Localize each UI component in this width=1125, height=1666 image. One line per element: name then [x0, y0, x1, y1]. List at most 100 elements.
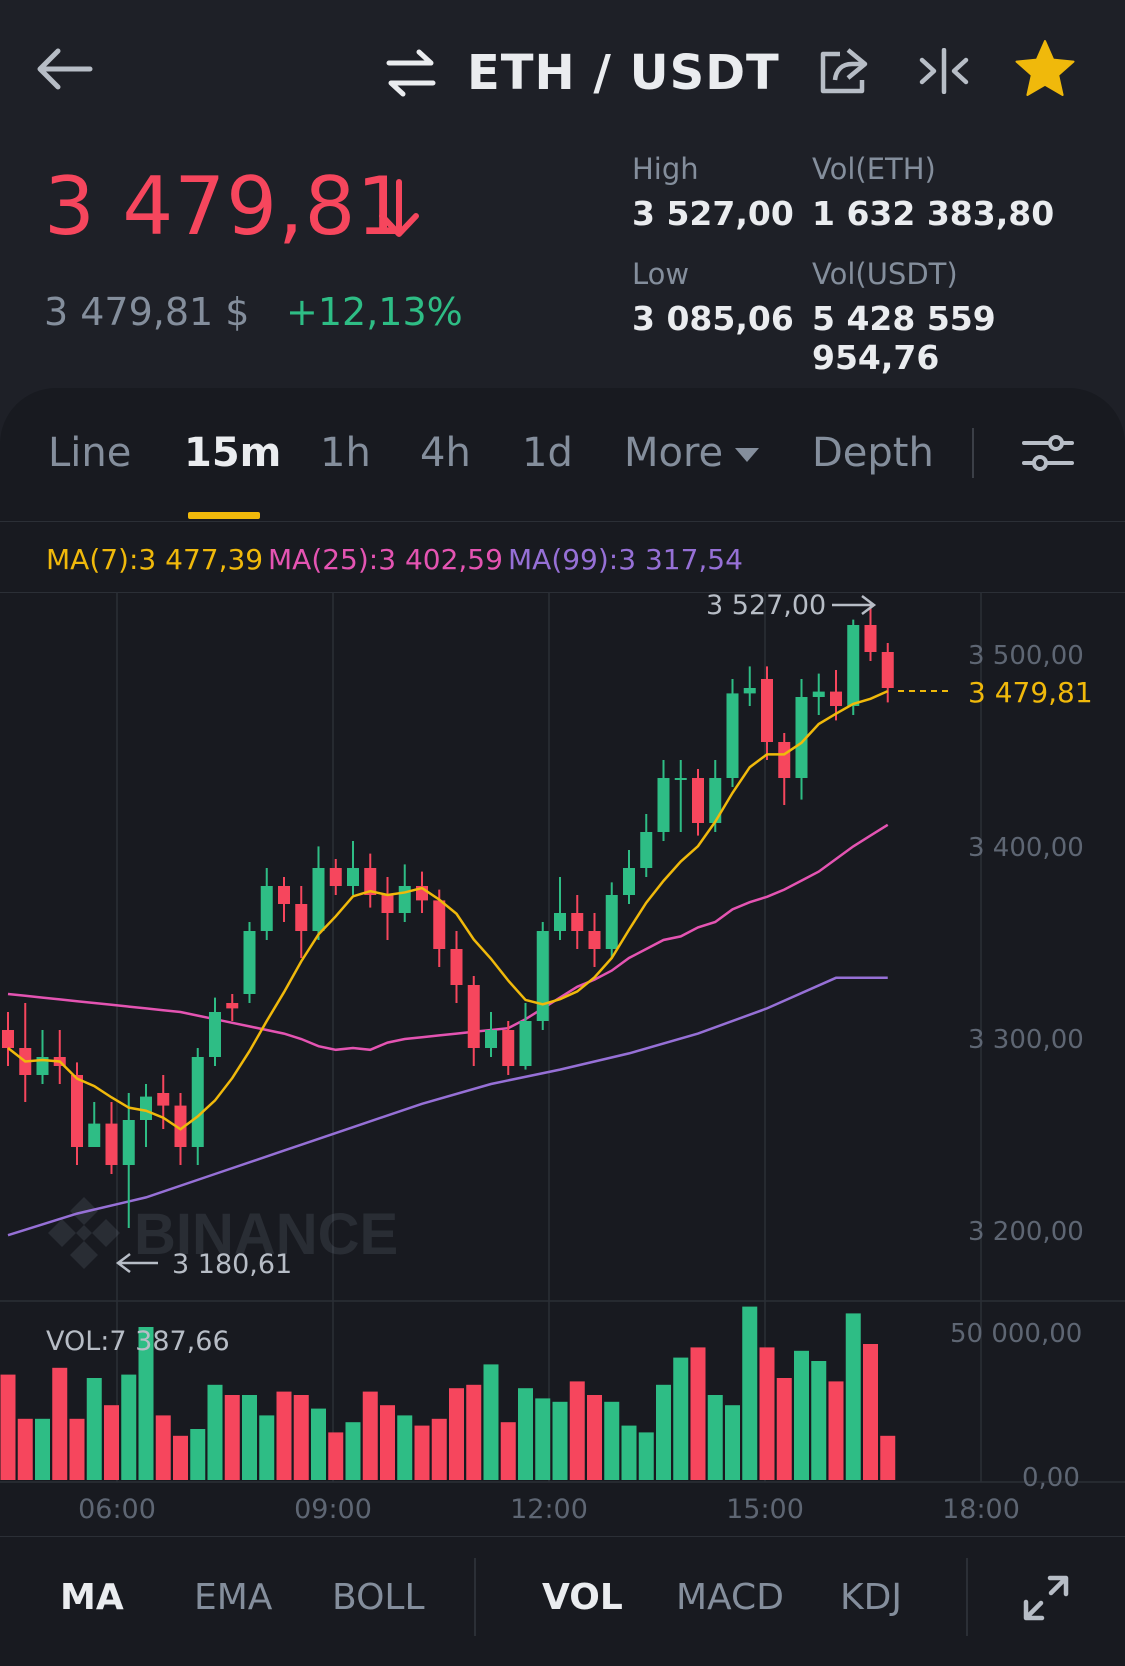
candle-body [519, 1021, 532, 1066]
volume-bar [604, 1401, 620, 1480]
candle [485, 1012, 497, 1057]
high-value: 3 527,00 [632, 194, 794, 233]
candle-body [105, 1123, 118, 1165]
candle [2, 1012, 14, 1066]
tab-4h[interactable]: 4h [420, 430, 471, 476]
volume-bar [173, 1435, 188, 1480]
candle-body [450, 949, 463, 985]
candle-body [467, 985, 480, 1048]
vol-base-value: 1 632 383,80 [812, 194, 1055, 233]
candle [260, 868, 273, 940]
volume-bar [121, 1374, 137, 1480]
chart-settings-icon[interactable] [1022, 432, 1074, 474]
candle [226, 994, 239, 1021]
candle-body [743, 688, 756, 694]
swap-icon [386, 49, 436, 97]
candle [157, 1075, 170, 1129]
volume-bar [86, 1378, 102, 1480]
candle-body [260, 886, 273, 931]
candle-body [485, 1030, 497, 1048]
volume-bar [535, 1398, 551, 1480]
volume-bar [104, 1405, 119, 1480]
tab-1d[interactable]: 1d [522, 430, 573, 476]
pair-title: ETH / USDT [467, 45, 780, 101]
favorite-star-icon[interactable] [1014, 38, 1076, 100]
pair-selector[interactable]: ETH / USDT [385, 38, 780, 108]
volume-bar [811, 1361, 827, 1480]
candle-body [881, 652, 894, 688]
tab-line[interactable]: Line [48, 430, 132, 476]
candles [2, 603, 894, 1228]
volume-bar [638, 1432, 654, 1480]
volume-bar [362, 1391, 378, 1480]
candle-body [864, 625, 877, 652]
volume-bar [880, 1435, 896, 1480]
volume-bar [449, 1388, 464, 1480]
candle [243, 922, 256, 1003]
volume-bar [776, 1378, 792, 1480]
candle [554, 877, 566, 940]
indicator-macd[interactable]: MACD [676, 1577, 784, 1618]
candle [795, 679, 808, 800]
fullscreen-expand-icon[interactable] [1022, 1574, 1070, 1622]
binance-watermark: BINANCE [48, 1197, 398, 1269]
back-arrow-icon[interactable] [34, 44, 94, 94]
candle [122, 1093, 135, 1228]
indicator-ema[interactable]: EMA [194, 1577, 273, 1618]
volume-bar [414, 1425, 430, 1480]
candle-body [433, 900, 446, 949]
candle-body [778, 742, 791, 778]
volume-bars [0, 1306, 896, 1480]
candle-body [209, 1012, 221, 1057]
high-label: High [632, 152, 699, 186]
candle-body [243, 931, 256, 994]
candle [864, 603, 877, 661]
candle [588, 913, 601, 967]
indicator-boll[interactable]: BOLL [332, 1577, 425, 1618]
candle [209, 997, 221, 1066]
x-tick-1200: 12:00 [510, 1494, 588, 1525]
candle [640, 814, 653, 877]
indicator-vol[interactable]: VOL [542, 1577, 623, 1618]
indicator-kdj[interactable]: KDJ [840, 1577, 902, 1618]
grid-lines [0, 592, 1125, 1483]
volume-bar [138, 1327, 154, 1480]
candle-body [140, 1096, 152, 1120]
vol-tick-zero: 0,00 [1022, 1463, 1080, 1493]
tab-15m[interactable]: 15m [184, 430, 282, 476]
volume-bar [466, 1384, 482, 1480]
candle-body [692, 778, 704, 823]
candle [571, 895, 584, 949]
compare-icon[interactable] [918, 48, 970, 94]
share-icon[interactable] [818, 44, 870, 96]
candle [778, 733, 791, 805]
last-price: 3 479,81 [44, 160, 409, 253]
volume-bar [242, 1395, 257, 1480]
candle-body [536, 931, 549, 1021]
candle [105, 1102, 118, 1174]
volume-bar [828, 1381, 844, 1480]
candle [847, 619, 860, 715]
volume-bar [207, 1384, 223, 1480]
candle-body [364, 868, 377, 895]
volume-bar [0, 1374, 16, 1480]
candle [674, 760, 687, 832]
candle [140, 1084, 152, 1147]
tab-1h[interactable]: 1h [320, 430, 371, 476]
indicator-bar [0, 1536, 1125, 1666]
volume-bar [190, 1429, 206, 1480]
low-price-marker: 3 180,61 [115, 1249, 292, 1280]
candle-body [502, 1030, 515, 1066]
x-tick-0900: 09:00 [294, 1494, 372, 1525]
candle-body [588, 931, 601, 949]
volume-bar [794, 1350, 809, 1480]
indicator-ma[interactable]: MA [60, 1577, 124, 1618]
ma25-path [7, 823, 889, 1052]
tab-more[interactable]: More [624, 430, 724, 476]
volume-bar [656, 1384, 671, 1480]
volume-bar [690, 1347, 706, 1480]
volume-bar [483, 1364, 499, 1480]
candle [502, 1021, 515, 1075]
candlestick-chart[interactable]: BINANCE 3 500,00 3 400,00 3 300,00 3 200… [0, 592, 1125, 1536]
tab-depth[interactable]: Depth [812, 430, 934, 476]
